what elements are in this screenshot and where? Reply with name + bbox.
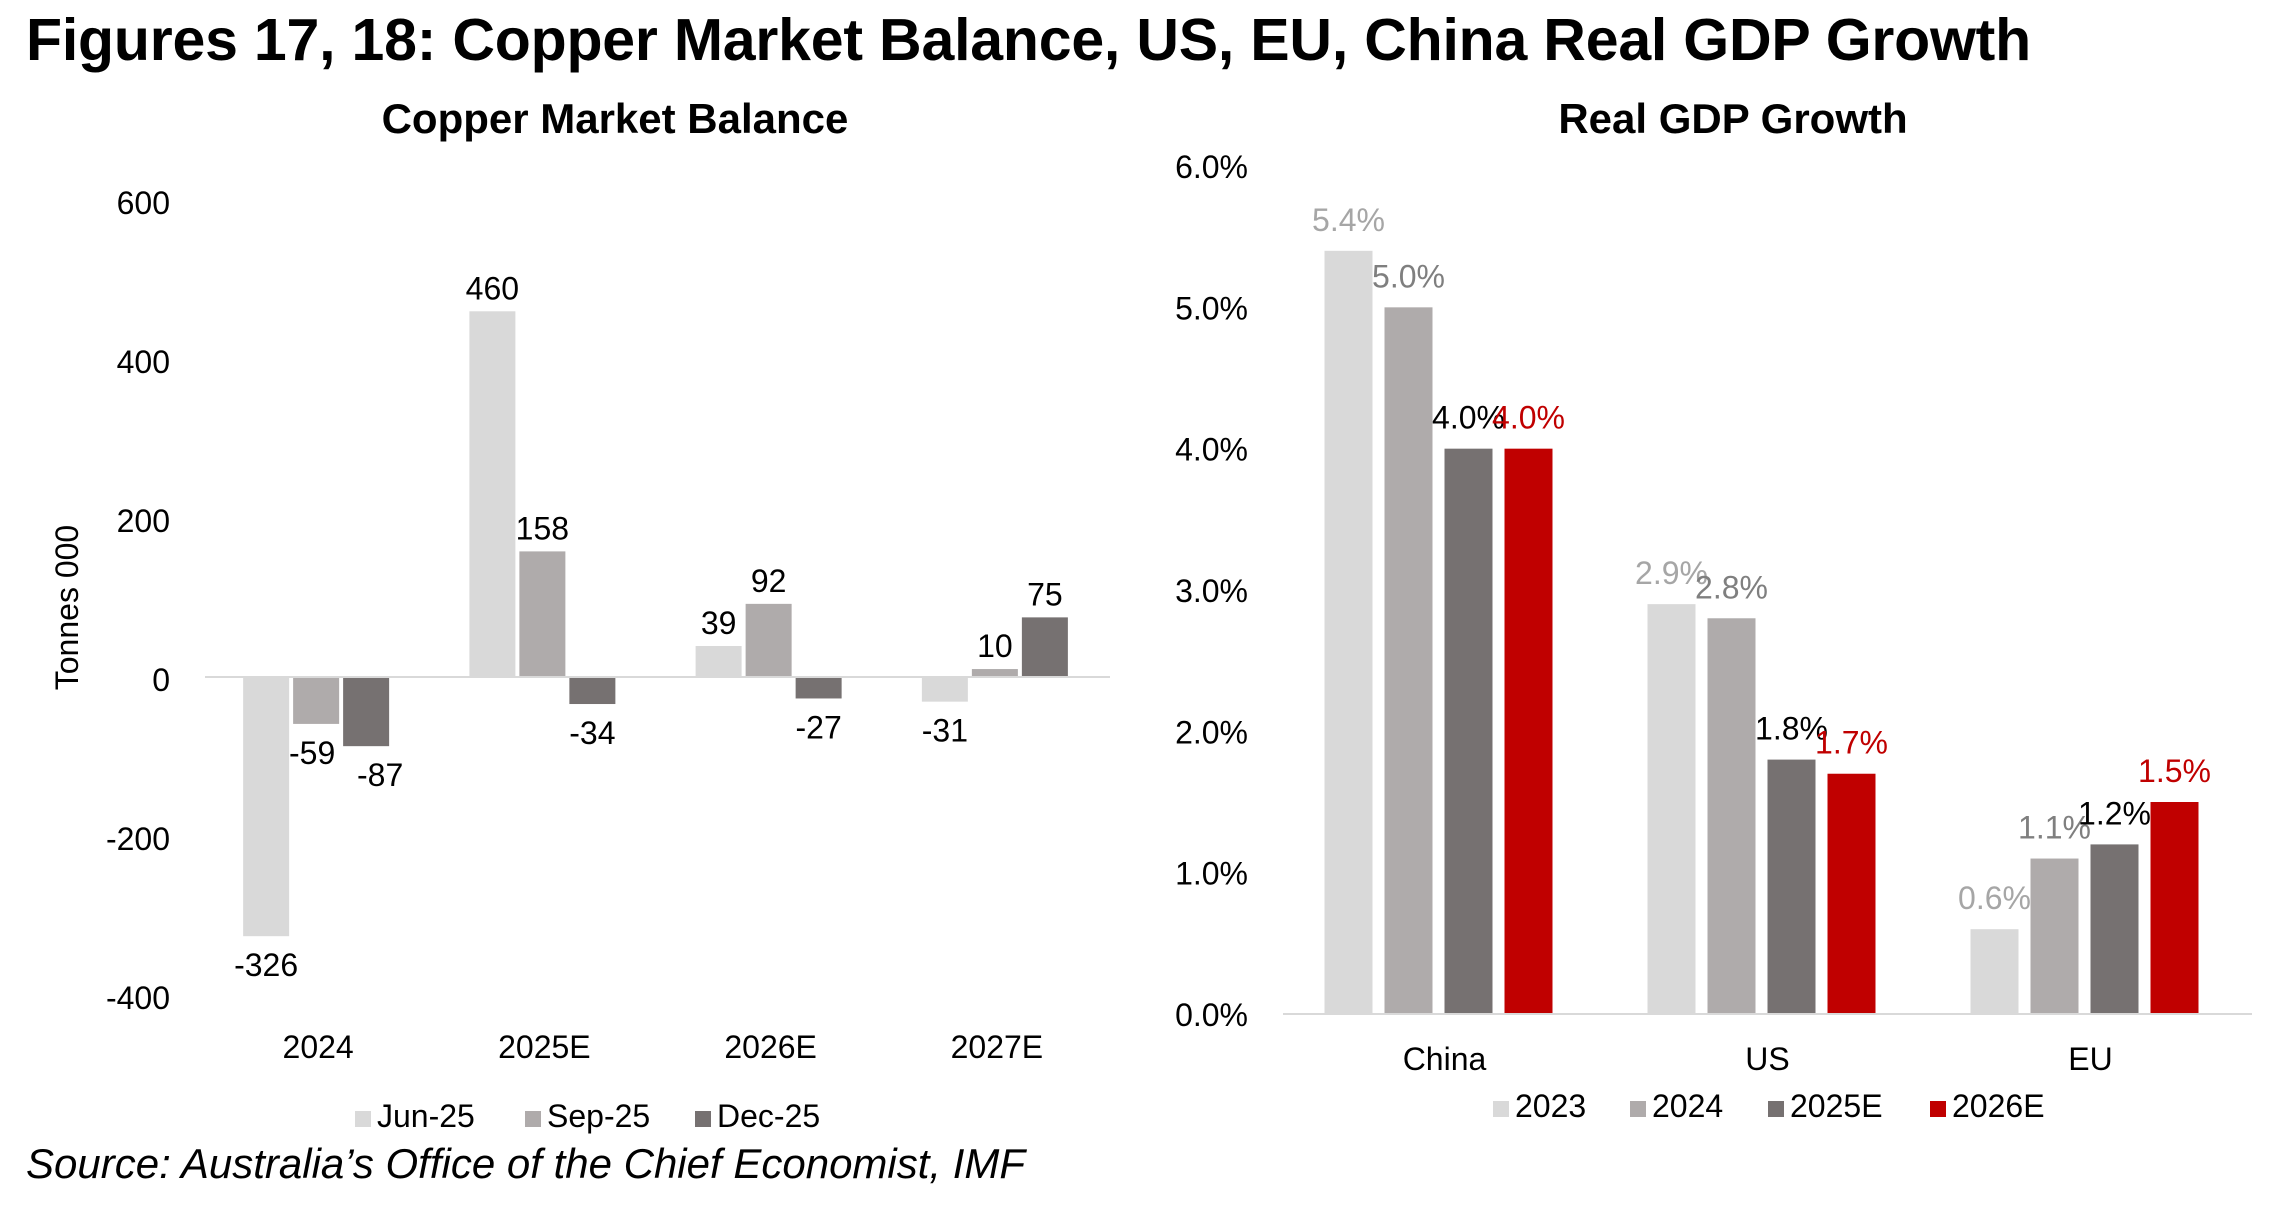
bar-2024-eu xyxy=(2030,858,2079,1014)
y-tick-label: 0.0% xyxy=(1175,997,1248,1033)
bar-2026e-china xyxy=(1504,448,1553,1015)
legend-label-jun-25: Jun-25 xyxy=(377,1098,475,1134)
bar-sep-25-2025e xyxy=(519,551,566,677)
y-tick-label: 200 xyxy=(117,503,170,539)
data-label-2025e-us: 1.8% xyxy=(1755,711,1828,747)
legend-swatch-dec-25 xyxy=(695,1111,711,1127)
bar-2023-eu xyxy=(1970,929,2019,1014)
data-label-2025e-eu: 1.2% xyxy=(2078,795,2151,831)
bar-dec-25-2026e xyxy=(795,677,842,699)
y-tick-label: 3.0% xyxy=(1175,573,1248,609)
y-tick-label: -400 xyxy=(106,980,170,1016)
x-tick-label: 2026E xyxy=(724,1029,817,1065)
data-label-dec-25-2027e: 75 xyxy=(1027,576,1063,612)
data-label-2023-eu: 0.6% xyxy=(1958,880,2031,916)
bar-2026e-eu xyxy=(2150,802,2199,1014)
y-axis-title: Tonnes 000 xyxy=(49,525,85,690)
bar-jun-25-2027e xyxy=(921,677,968,702)
bar-2025e-eu xyxy=(2090,844,2139,1014)
bar-2025e-china xyxy=(1444,448,1493,1015)
bar-sep-25-2026e xyxy=(745,603,792,677)
legend-swatch-2025e xyxy=(1768,1101,1784,1117)
bar-sep-25-2027e xyxy=(971,669,1018,677)
data-label-2025e-china: 4.0% xyxy=(1432,400,1505,436)
data-label-jun-25-2027e: -31 xyxy=(922,713,968,749)
data-label-jun-25-2025e: 460 xyxy=(466,270,519,306)
legend-label-2023: 2023 xyxy=(1515,1088,1586,1124)
bar-sep-25-2024 xyxy=(293,677,340,724)
data-label-sep-25-2026e: 92 xyxy=(751,563,787,599)
bar-2026e-us xyxy=(1827,773,1876,1014)
data-label-jun-25-2024: -326 xyxy=(234,947,298,983)
bar-jun-25-2024 xyxy=(243,677,290,937)
bar-2024-us xyxy=(1707,618,1756,1014)
bar-2024-china xyxy=(1384,307,1433,1014)
data-label-2026e-china: 4.0% xyxy=(1492,400,1565,436)
data-label-jun-25-2026e: 39 xyxy=(701,605,737,641)
data-label-2024-eu: 1.1% xyxy=(2018,810,2091,846)
x-tick-label: 2027E xyxy=(951,1029,1044,1065)
legend-label-sep-25: Sep-25 xyxy=(547,1098,650,1134)
legend-label-2026e: 2026E xyxy=(1952,1088,2045,1124)
source-note: Source: Australia’s Office of the Chief … xyxy=(26,1140,1026,1187)
x-tick-label: 2024 xyxy=(283,1029,354,1065)
y-tick-label: 4.0% xyxy=(1175,432,1248,468)
x-tick-label: 2025E xyxy=(498,1029,591,1065)
legend-label-dec-25: Dec-25 xyxy=(717,1098,820,1134)
bar-dec-25-2025e xyxy=(569,677,616,705)
legend-swatch-2026e xyxy=(1930,1101,1946,1117)
y-tick-label: 1.0% xyxy=(1175,856,1248,892)
data-label-sep-25-2027e: 10 xyxy=(977,628,1013,664)
bar-jun-25-2025e xyxy=(469,311,516,677)
data-label-2026e-us: 1.7% xyxy=(1815,725,1888,761)
data-label-dec-25-2025e: -34 xyxy=(569,715,615,751)
y-tick-label: 6.0% xyxy=(1175,149,1248,185)
legend-swatch-2024 xyxy=(1630,1101,1646,1117)
x-tick-label: EU xyxy=(2068,1041,2112,1077)
data-label-dec-25-2024: -87 xyxy=(357,757,403,793)
bar-dec-25-2027e xyxy=(1021,617,1068,677)
data-label-2024-china: 5.0% xyxy=(1372,258,1445,294)
data-label-sep-25-2025e: 158 xyxy=(516,510,569,546)
x-tick-label: China xyxy=(1403,1041,1487,1077)
legend-swatch-jun-25 xyxy=(355,1111,371,1127)
y-tick-label: 600 xyxy=(117,185,170,221)
legend-label-2024: 2024 xyxy=(1652,1088,1723,1124)
data-label-2024-us: 2.8% xyxy=(1695,569,1768,605)
legend-swatch-2023 xyxy=(1493,1101,1509,1117)
y-tick-label: 5.0% xyxy=(1175,290,1248,326)
data-label-sep-25-2024: -59 xyxy=(289,735,335,771)
bar-dec-25-2024 xyxy=(343,677,390,747)
chart-title: Real GDP Growth xyxy=(1558,95,1907,142)
data-label-dec-25-2026e: -27 xyxy=(796,709,842,745)
data-label-2023-us: 2.9% xyxy=(1635,555,1708,591)
bar-2023-us xyxy=(1647,604,1696,1014)
data-label-2023-china: 5.4% xyxy=(1312,202,1385,238)
bar-2023-china xyxy=(1324,250,1373,1015)
y-tick-label: -200 xyxy=(106,821,170,857)
data-label-2026e-eu: 1.5% xyxy=(2138,753,2211,789)
bar-2025e-us xyxy=(1767,759,1816,1014)
y-tick-label: 0 xyxy=(152,662,170,698)
legend-label-2025e: 2025E xyxy=(1790,1088,1883,1124)
y-tick-label: 2.0% xyxy=(1175,714,1248,750)
bar-jun-25-2026e xyxy=(695,645,742,677)
x-tick-label: US xyxy=(1745,1041,1789,1077)
legend-swatch-sep-25 xyxy=(525,1111,541,1127)
figure-title: Figures 17, 18: Copper Market Balance, U… xyxy=(26,7,2031,73)
chart-title: Copper Market Balance xyxy=(382,95,849,142)
y-tick-label: 400 xyxy=(117,344,170,380)
